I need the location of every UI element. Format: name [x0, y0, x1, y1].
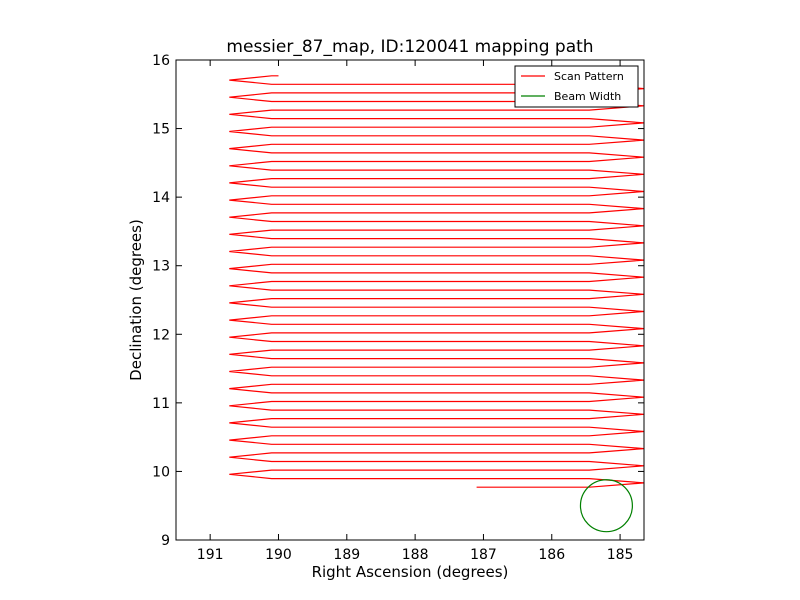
legend: Scan Pattern Beam Width	[514, 65, 639, 108]
chart-title: messier_87_map, ID:120041 mapping path	[226, 37, 593, 57]
x-tick-label: 188	[402, 547, 429, 563]
y-tick-label: 13	[152, 259, 170, 275]
plot-frame	[175, 59, 645, 541]
x-tick-label: 189	[333, 547, 360, 563]
y-tick-label: 9	[161, 533, 170, 549]
scan-pattern-series	[229, 75, 644, 488]
x-tick-label: 190	[265, 547, 292, 563]
y-tick-label: 11	[152, 396, 170, 412]
x-axis-ticks: 191 190 189 188 187 186 185	[197, 60, 634, 563]
beam-width-circle	[579, 479, 633, 533]
y-tick-label: 12	[152, 327, 170, 343]
y-tick-label: 15	[152, 122, 170, 138]
legend-label-beam-width: Beam Width	[554, 90, 621, 103]
y-tick-label: 10	[152, 464, 170, 480]
y-tick-label: 16	[152, 53, 170, 69]
legend-label-scan-pattern: Scan Pattern	[554, 70, 624, 83]
x-tick-label: 185	[607, 547, 634, 563]
y-tick-label: 14	[152, 190, 170, 206]
plot-data-layer	[229, 75, 644, 533]
x-tick-label: 187	[470, 547, 497, 563]
x-tick-label: 191	[197, 547, 224, 563]
x-tick-label: 186	[538, 547, 565, 563]
legend-box	[514, 65, 639, 108]
scan-pattern-line	[229, 75, 644, 488]
x-axis-label: Right Ascension (degrees)	[312, 563, 509, 581]
y-axis-label: Declination (degrees)	[127, 219, 145, 381]
y-axis-ticks: 9 10 11 12 13 14 15 16	[152, 53, 644, 549]
